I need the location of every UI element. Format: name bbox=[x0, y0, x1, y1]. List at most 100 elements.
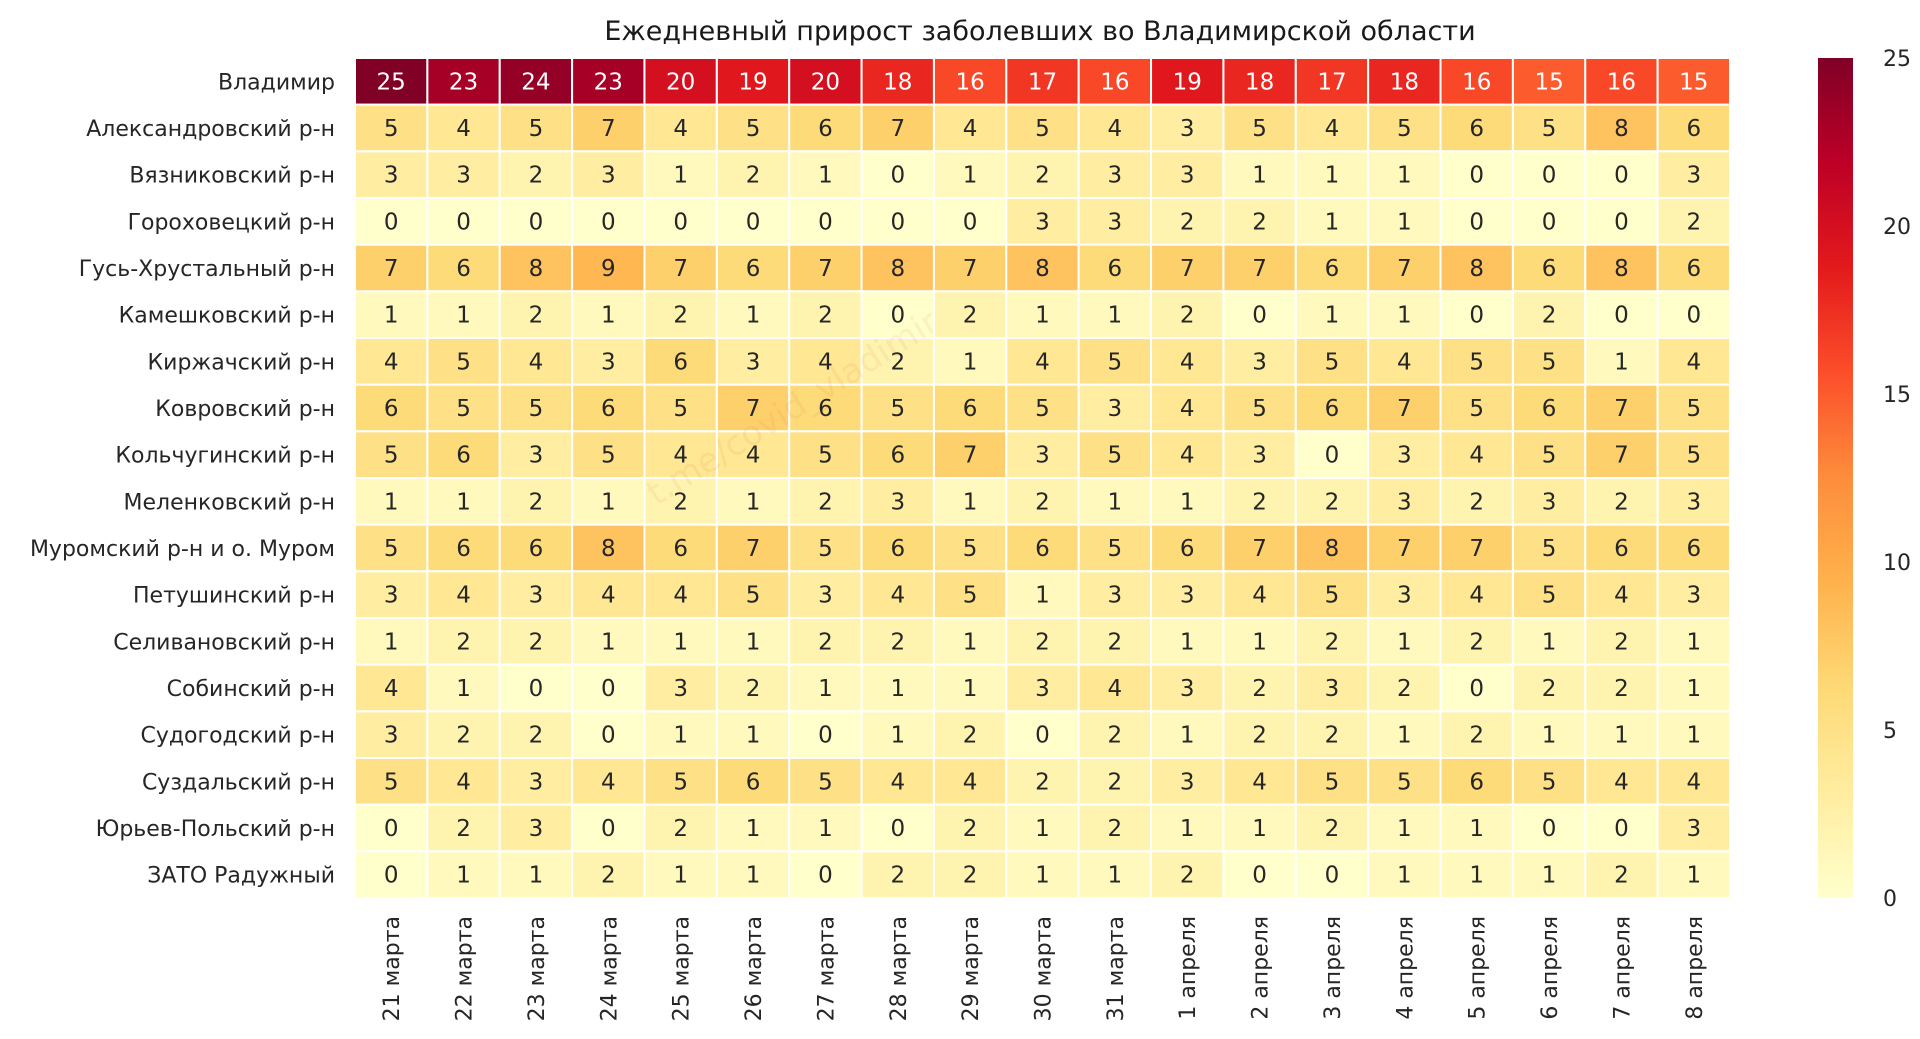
cell-value-label: 1 bbox=[601, 303, 616, 329]
cell-value-label: 1 bbox=[1325, 163, 1340, 189]
cell-value-label: 1 bbox=[963, 163, 978, 189]
colorbar: 0 5 10 15 20 25 bbox=[1818, 47, 1911, 912]
cell-value-label: 3 bbox=[1542, 489, 1557, 515]
y-tick-label: Александровский р-н bbox=[86, 117, 335, 142]
heatmap-cell bbox=[1294, 663, 1370, 713]
cell-value-label: 16 bbox=[1462, 69, 1491, 95]
heatmap-cell bbox=[1511, 850, 1587, 899]
heatmap-cell bbox=[1150, 337, 1225, 386]
heatmap-cell bbox=[1584, 337, 1659, 386]
heatmap-cell bbox=[788, 477, 863, 526]
heatmap-cell bbox=[715, 383, 791, 433]
cell-value-label: 2 bbox=[1180, 209, 1195, 235]
heatmap-cell bbox=[1656, 197, 1732, 246]
heatmap-cell bbox=[1150, 710, 1225, 759]
cell-value-label: 2 bbox=[1397, 676, 1412, 702]
cell-value-label: 1 bbox=[673, 163, 688, 189]
cell-value-label: 5 bbox=[1108, 349, 1123, 375]
cell-value-label: 3 bbox=[1180, 163, 1195, 189]
y-tick-label: Муромский р-н и о. Муром bbox=[30, 537, 335, 562]
heatmap-cell bbox=[1439, 57, 1514, 106]
heatmap-cell bbox=[1439, 383, 1514, 433]
cell-value-label: 0 bbox=[601, 676, 616, 702]
cell-value-label: 1 bbox=[1108, 303, 1123, 329]
heatmap-cell bbox=[788, 290, 863, 340]
cell-value-label: 2 bbox=[529, 723, 544, 749]
cell-value-label: 7 bbox=[1252, 256, 1267, 282]
colorbar-tick-label: 25 bbox=[1883, 47, 1911, 72]
heatmap-cell bbox=[1367, 150, 1442, 199]
cell-value-label: 3 bbox=[1180, 116, 1195, 142]
cell-value-label: 0 bbox=[456, 209, 471, 235]
cell-value-label: 2 bbox=[1108, 629, 1123, 655]
cell-value-label: 5 bbox=[1252, 116, 1267, 142]
cell-value-label: 17 bbox=[1317, 69, 1346, 95]
cell-value-label: 4 bbox=[1035, 349, 1050, 375]
cell-value-label: 5 bbox=[1542, 536, 1557, 562]
heatmap-cell bbox=[1511, 150, 1587, 199]
cell-value-label: 4 bbox=[1469, 583, 1484, 609]
cell-value-label: 4 bbox=[1686, 769, 1701, 795]
cell-value-label: 2 bbox=[1325, 723, 1340, 749]
heatmap-cell bbox=[1222, 757, 1297, 806]
cell-value-label: 4 bbox=[384, 349, 399, 375]
heatmap-cell bbox=[1222, 290, 1297, 340]
cell-value-label: 5 bbox=[673, 396, 688, 422]
cell-value-label: 1 bbox=[746, 303, 761, 329]
cell-value-label: 5 bbox=[963, 583, 978, 609]
cell-value-label: 2 bbox=[673, 816, 688, 842]
x-tick-label: 24 марта bbox=[597, 916, 622, 1021]
cell-value-label: 0 bbox=[384, 209, 399, 235]
heatmap-cell bbox=[571, 197, 646, 246]
cell-value-label: 2 bbox=[1469, 629, 1484, 655]
heatmap-cell bbox=[1656, 337, 1732, 386]
cell-value-label: 5 bbox=[746, 116, 761, 142]
cell-value-label: 2 bbox=[1035, 163, 1050, 189]
x-tick-label: 23 марта bbox=[525, 916, 550, 1021]
cell-value-label: 3 bbox=[1035, 443, 1050, 469]
cell-value-label: 2 bbox=[1252, 723, 1267, 749]
cell-value-label: 1 bbox=[890, 676, 905, 702]
cell-value-label: 6 bbox=[890, 443, 905, 469]
heatmap-cell bbox=[498, 290, 574, 340]
cell-value-label: 1 bbox=[1108, 489, 1123, 515]
cell-value-label: 1 bbox=[1180, 629, 1195, 655]
heatmap-cell bbox=[1150, 570, 1225, 619]
cell-value-label: 20 bbox=[666, 69, 695, 95]
cell-value-label: 7 bbox=[746, 396, 761, 422]
cell-value-label: 7 bbox=[963, 443, 978, 469]
cell-value-label: 3 bbox=[1686, 163, 1701, 189]
heatmap-cell bbox=[1511, 290, 1587, 340]
cell-value-label: 0 bbox=[1469, 163, 1484, 189]
cell-value-label: 6 bbox=[818, 396, 833, 422]
heatmap-cell bbox=[1005, 57, 1080, 106]
cell-value-label: 3 bbox=[1252, 443, 1267, 469]
cell-value-label: 1 bbox=[1614, 349, 1629, 375]
heatmap-cell bbox=[860, 617, 935, 666]
cell-value-label: 2 bbox=[529, 489, 544, 515]
y-tick-label: Петушинский р-н bbox=[133, 584, 335, 609]
cell-value-label: 4 bbox=[456, 769, 471, 795]
cell-value-label: 0 bbox=[1686, 303, 1701, 329]
heatmap-cell bbox=[860, 337, 935, 386]
cell-value-label: 0 bbox=[1614, 816, 1629, 842]
cell-value-label: 0 bbox=[1252, 303, 1267, 329]
cell-value-label: 3 bbox=[1035, 676, 1050, 702]
cell-value-label: 2 bbox=[456, 629, 471, 655]
cell-value-label: 2 bbox=[963, 303, 978, 329]
heatmap-cell bbox=[860, 850, 935, 899]
cell-value-label: 4 bbox=[818, 349, 833, 375]
heatmap-cell bbox=[1439, 710, 1514, 759]
cell-value-label: 1 bbox=[1252, 163, 1267, 189]
heatmap-cell bbox=[1005, 570, 1080, 619]
cell-value-label: 3 bbox=[746, 349, 761, 375]
cell-value-label: 23 bbox=[449, 69, 478, 95]
heatmap-cell bbox=[1367, 850, 1442, 899]
cell-value-label: 1 bbox=[746, 489, 761, 515]
heatmap-cell bbox=[1150, 803, 1225, 853]
cell-value-label: 1 bbox=[1035, 303, 1050, 329]
heatmap-cell bbox=[354, 570, 429, 619]
heatmap-cell bbox=[1150, 523, 1225, 573]
cell-value-label: 6 bbox=[456, 536, 471, 562]
heatmap-cell bbox=[1077, 477, 1153, 526]
